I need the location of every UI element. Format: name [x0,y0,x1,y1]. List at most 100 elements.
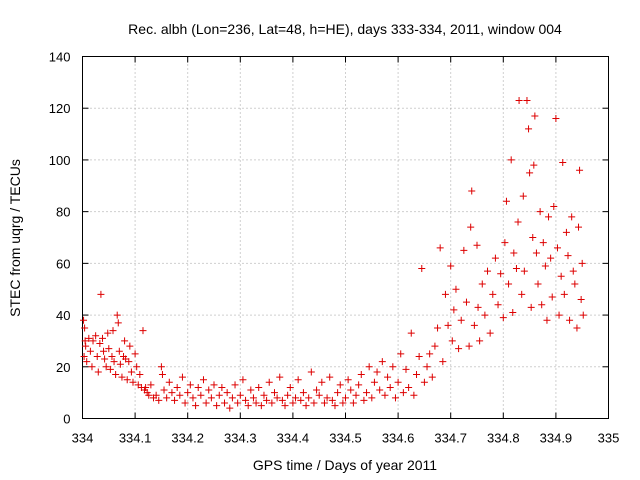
data-point [109,327,117,335]
data-point [579,311,587,319]
data-point [186,381,194,389]
data-point [323,394,331,402]
data-point [281,402,289,410]
data-point [85,334,93,342]
data-point [81,324,89,332]
data-point [363,389,371,397]
data-point [86,347,94,355]
x-tick-label: 334.2 [171,431,204,446]
data-point [573,324,581,332]
data-point [539,239,547,247]
data-point [497,270,505,278]
x-tick-labels: 334 334.1 334.2 334.3 334.4 334.5 334.6 334.7 33… [72,431,620,446]
data-point [543,316,551,324]
data-point [110,358,118,366]
data-point [97,290,105,298]
data-point [199,376,207,384]
data-point [108,352,116,360]
data-point [197,391,205,399]
data-point [491,254,499,262]
data-point [249,394,257,402]
data-point [247,386,255,394]
data-point [81,337,89,345]
data-point [501,239,509,247]
data-point [557,272,565,280]
axis-ticks [82,56,609,419]
data-point [478,280,486,288]
data-point [93,352,101,360]
data-point [121,337,129,345]
data-point [299,389,307,397]
y-tick-label: 100 [49,153,71,168]
y-tick-labels: 0 20 40 60 80 100 120 140 [49,50,71,427]
data-point [460,246,468,254]
data-point [560,290,568,298]
data-point [569,267,577,275]
data-point [566,316,574,324]
data-point [462,298,470,306]
data-point [465,342,473,350]
data-point [292,394,300,402]
data-point [265,378,273,386]
data-point [133,363,141,371]
data-point [255,383,263,391]
data-point [547,254,555,262]
data-point [302,402,310,410]
data-point [202,399,210,407]
data-points [80,96,587,412]
data-point [152,391,160,399]
data-point [234,399,242,407]
data-point [334,389,342,397]
data-point [470,321,478,329]
data-point [474,303,482,311]
data-point [207,394,215,402]
data-point [142,383,150,391]
y-tick-label: 80 [56,205,70,220]
data-point [210,381,218,389]
chart-title: Rec. albh (Lon=236, Lat=48, h=HE), days … [128,21,562,37]
data-point [360,396,368,404]
data-point [215,391,223,399]
data-point [181,399,189,407]
data-point [368,394,376,402]
data-point [520,267,528,275]
data-point [373,368,381,376]
data-point [221,399,229,407]
data-point [94,368,102,376]
data-point [155,396,163,404]
data-point [158,371,166,379]
data-point [391,394,399,402]
y-tick-label: 60 [56,256,70,271]
y-tick-label: 120 [49,101,71,116]
data-point [357,371,365,379]
data-point [548,293,556,301]
data-point [531,112,539,120]
data-point [468,187,476,195]
data-point [538,301,546,309]
data-point [397,350,405,358]
data-point [420,378,428,386]
data-point [389,363,397,371]
data-point [326,373,334,381]
data-point [532,249,540,257]
data-point [519,192,527,200]
data-point [102,363,110,371]
data-point [349,399,357,407]
data-point [101,355,109,363]
data-point [171,396,179,404]
data-point [381,391,389,399]
data-point [223,389,231,397]
data-point [439,358,447,366]
data-point [289,399,297,407]
data-point [447,262,455,270]
data-point [145,391,153,399]
data-point [523,96,531,104]
data-point [127,368,135,376]
data-point [402,365,410,373]
data-point [268,399,276,407]
data-point [376,386,384,394]
data-point [242,396,250,404]
data-point [184,389,192,397]
x-tick-label: 334.4 [277,431,310,446]
data-point [178,373,186,381]
